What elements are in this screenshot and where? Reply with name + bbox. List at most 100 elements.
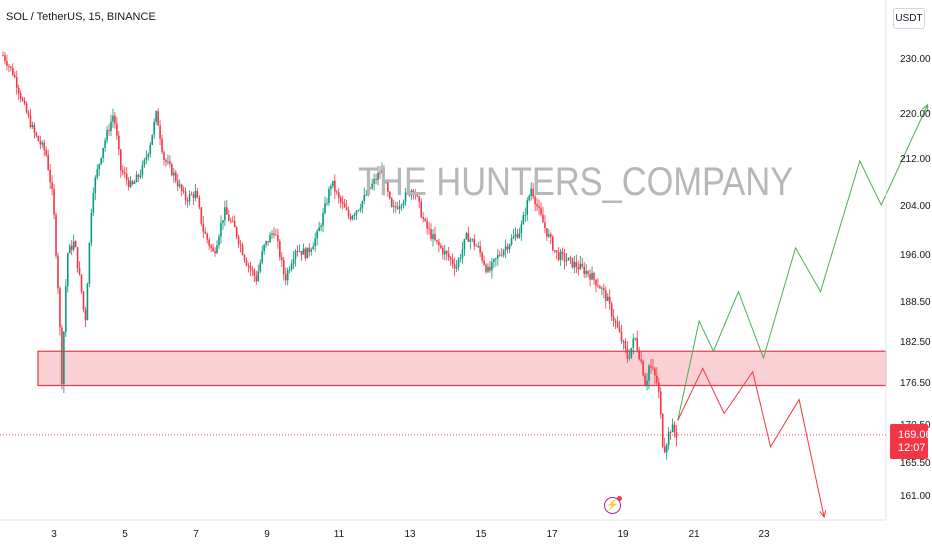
candle-body <box>412 190 415 193</box>
candle-body <box>45 149 47 156</box>
candle-body <box>159 125 161 139</box>
candle-body <box>178 184 181 187</box>
candle-body <box>271 233 273 235</box>
time-tick-label: 15 <box>475 529 487 540</box>
candle-body <box>585 270 587 274</box>
candle-body <box>188 194 191 202</box>
candle-body <box>208 239 210 246</box>
candle-body <box>538 206 540 209</box>
candle-body <box>314 238 316 247</box>
candle-body <box>471 239 474 240</box>
candle-body <box>265 241 267 245</box>
candle-body <box>186 200 189 202</box>
candle-body <box>253 270 256 276</box>
candle-body <box>601 288 603 290</box>
candle-body <box>133 182 136 184</box>
candle-body <box>349 216 352 220</box>
candle-body <box>222 220 224 224</box>
candle-body <box>624 341 627 349</box>
candle-body <box>184 191 187 201</box>
candle-body <box>194 191 197 198</box>
candle-body <box>398 206 401 209</box>
lightning-bolt-icon[interactable]: ⚡ <box>604 496 622 514</box>
time-tick-label: 23 <box>758 529 770 540</box>
candle-body <box>658 382 660 392</box>
time-tick-label: 9 <box>264 529 270 540</box>
candle-body <box>53 188 55 215</box>
candle-body <box>324 203 326 213</box>
candle-body <box>80 274 83 292</box>
candle-body <box>171 164 173 176</box>
candle-body <box>487 266 489 272</box>
candle-body <box>430 229 432 239</box>
candle-body <box>129 181 132 187</box>
candle-body <box>459 257 462 260</box>
candle-body <box>300 251 303 255</box>
candle-body <box>638 349 640 360</box>
candle-body <box>420 201 423 218</box>
candle-body <box>559 251 562 260</box>
support-zone[interactable] <box>37 350 887 387</box>
candle-body <box>400 205 403 207</box>
candle-body <box>61 327 63 385</box>
candle-body <box>304 248 307 259</box>
candle-body <box>121 170 124 173</box>
candle-body <box>351 216 354 220</box>
candle-body <box>524 214 527 216</box>
candle-body <box>493 259 495 262</box>
candle-body <box>288 269 291 271</box>
candle-body <box>516 234 519 238</box>
candle-body <box>555 250 558 253</box>
candle-body <box>198 197 201 208</box>
candle-body <box>345 207 348 210</box>
candle-body <box>173 172 175 176</box>
candle-body <box>479 246 481 253</box>
time-tick-label: 21 <box>688 529 700 540</box>
candle-body <box>334 180 336 192</box>
candle-body <box>220 223 222 237</box>
candle-body <box>196 191 199 198</box>
candle-body <box>428 228 430 230</box>
candle-body <box>620 331 623 342</box>
candle-body <box>8 66 10 67</box>
candle-body <box>206 233 209 240</box>
candle-body <box>318 227 320 232</box>
currency-button[interactable]: USDT <box>893 8 925 29</box>
candle-body <box>279 241 281 258</box>
candle-body <box>176 180 179 187</box>
candle-body <box>597 285 599 287</box>
candle-body <box>426 220 428 229</box>
candle-body <box>19 93 22 99</box>
candle-body <box>457 259 460 267</box>
bearish-projection-path[interactable] <box>677 367 825 518</box>
candle-body <box>540 208 542 215</box>
bullish-projection-path[interactable] <box>677 104 929 421</box>
candle-body <box>363 194 366 202</box>
bearish-arrow-head <box>819 510 827 519</box>
candle-body <box>6 61 8 67</box>
candle-body <box>284 274 287 281</box>
bolt-glyph: ⚡ <box>606 499 619 511</box>
candle-body <box>387 182 389 192</box>
candle-body <box>447 253 450 258</box>
candle-body <box>10 66 12 68</box>
candle-body <box>243 254 246 261</box>
candle-body <box>347 209 350 217</box>
price-tick-label: 204.00 <box>900 201 931 212</box>
candle-body <box>440 245 442 248</box>
candle-body <box>135 174 138 183</box>
candle-body <box>78 268 81 275</box>
candle-body <box>491 261 493 271</box>
candle-body <box>642 361 644 376</box>
candle-body <box>337 192 340 198</box>
candle-body <box>528 195 531 201</box>
candle-body <box>55 214 57 256</box>
candle-body <box>443 250 446 255</box>
candle-body <box>127 179 130 187</box>
candle-body <box>591 272 593 280</box>
candle-body <box>41 142 44 145</box>
price-tick-label: 182.50 <box>900 337 931 348</box>
candle-body <box>237 236 240 245</box>
